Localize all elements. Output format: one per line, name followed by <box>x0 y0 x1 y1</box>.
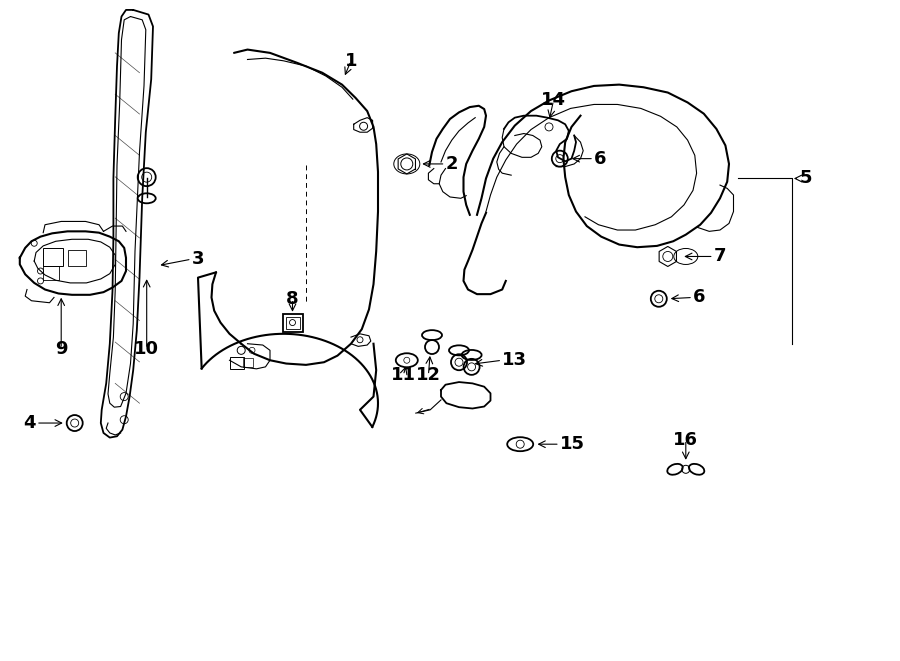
Text: 1: 1 <box>345 52 357 70</box>
Text: 6: 6 <box>693 288 706 307</box>
Text: 14: 14 <box>541 91 566 110</box>
Text: 3: 3 <box>192 250 204 268</box>
Bar <box>283 313 302 332</box>
Text: 9: 9 <box>55 340 68 358</box>
Bar <box>243 358 253 368</box>
Text: 15: 15 <box>560 435 585 453</box>
Text: 13: 13 <box>502 351 527 369</box>
Text: 5: 5 <box>799 169 812 188</box>
Bar <box>230 357 244 369</box>
Bar <box>68 250 86 266</box>
Text: 12: 12 <box>416 366 441 385</box>
Bar <box>43 266 59 280</box>
Text: 8: 8 <box>286 290 299 308</box>
Text: 7: 7 <box>714 247 726 266</box>
Bar <box>43 248 63 266</box>
Text: 10: 10 <box>134 340 159 358</box>
Text: 16: 16 <box>673 430 698 449</box>
Text: 6: 6 <box>594 149 607 168</box>
Text: 11: 11 <box>391 366 416 385</box>
Bar <box>285 317 300 329</box>
Text: 4: 4 <box>23 414 36 432</box>
Text: 2: 2 <box>446 155 458 173</box>
